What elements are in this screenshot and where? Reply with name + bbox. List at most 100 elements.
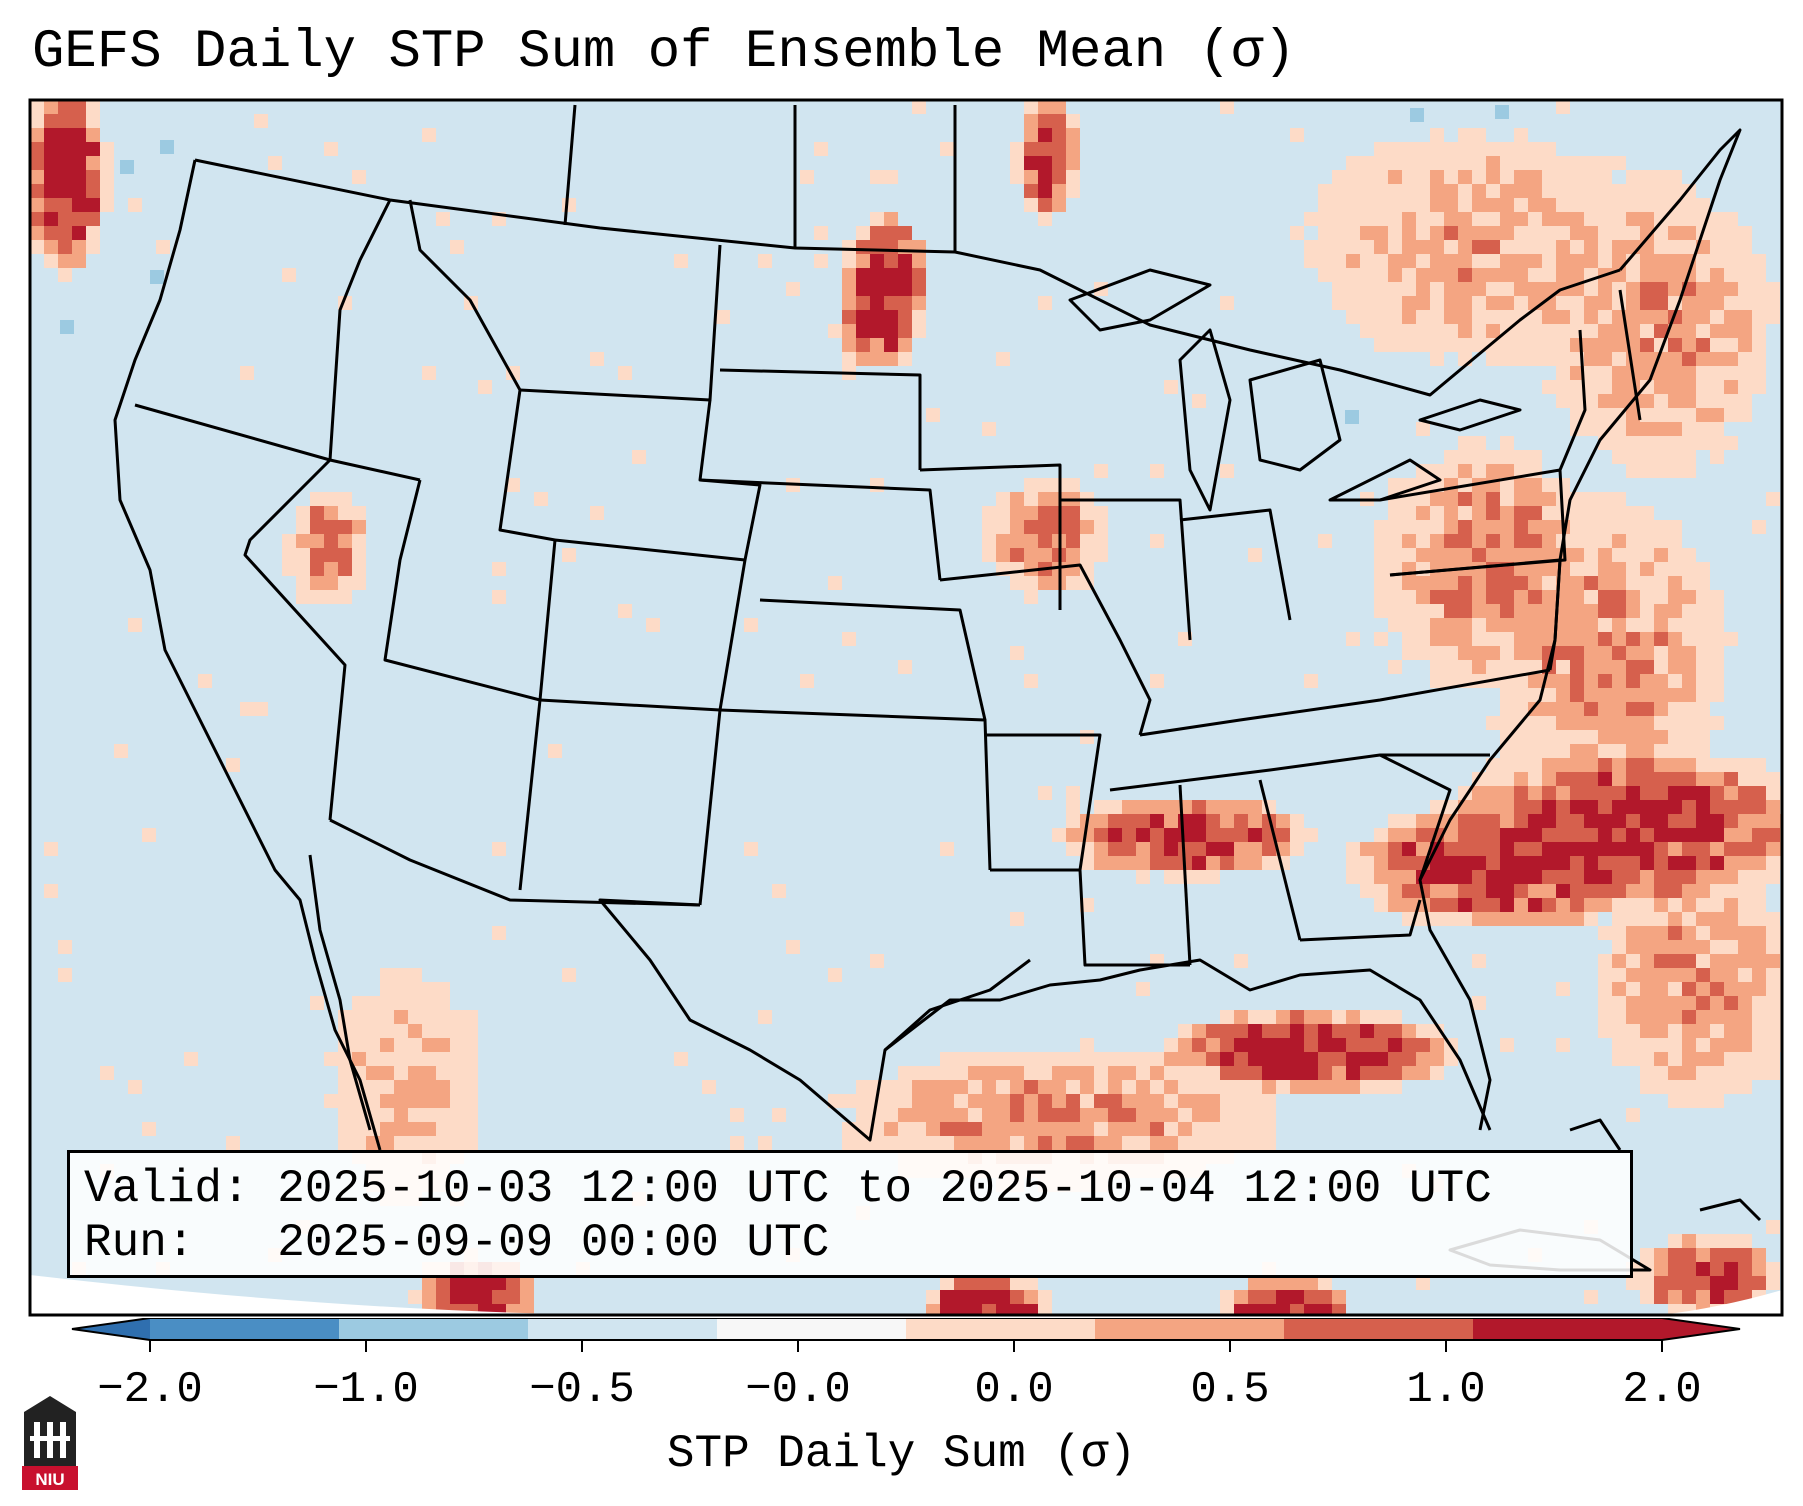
stp-cell <box>870 254 884 268</box>
stp-cell <box>1752 758 1766 772</box>
stp-cell <box>86 240 100 254</box>
stp-cell <box>1248 1276 1262 1290</box>
stp-cell <box>1528 800 1542 814</box>
stp-cell <box>1178 814 1192 828</box>
stp-cell <box>1598 870 1612 884</box>
stp-cell <box>1150 1136 1164 1150</box>
stp-cell <box>1612 926 1626 940</box>
stp-cell <box>926 1304 940 1315</box>
stp-cell <box>1654 380 1668 394</box>
stp-cell <box>1080 730 1094 744</box>
stp-cell <box>450 1108 464 1122</box>
stp-cell <box>1052 170 1066 184</box>
stp-cell <box>1710 282 1724 296</box>
stp-cell <box>1710 856 1724 870</box>
stp-cell <box>1360 856 1374 870</box>
stp-cell <box>1528 604 1542 618</box>
stp-cell <box>1402 898 1416 912</box>
stp-cell <box>1724 926 1738 940</box>
stp-cell <box>254 702 268 716</box>
stp-cell <box>1598 506 1612 520</box>
stp-cell <box>1654 660 1668 674</box>
stp-cell <box>1416 282 1430 296</box>
stp-cell <box>1654 926 1668 940</box>
stp-cell <box>1220 1304 1234 1315</box>
stp-cell <box>492 926 506 940</box>
stp-cell <box>352 562 366 576</box>
stp-cell <box>1556 296 1570 310</box>
stp-cell <box>814 142 828 156</box>
stp-cell <box>1696 590 1710 604</box>
stp-cell <box>1528 590 1542 604</box>
stp-cell <box>1696 1024 1710 1038</box>
stp-cell <box>1584 422 1598 436</box>
stp-cell <box>1500 436 1514 450</box>
stp-cell <box>1584 842 1598 856</box>
stp-cell <box>1066 506 1080 520</box>
great-lakes <box>1248 358 1342 472</box>
stp-cell <box>1486 534 1500 548</box>
stp-cell <box>856 268 870 282</box>
stp-cell <box>1374 590 1388 604</box>
stp-cell <box>478 380 492 394</box>
stp-cell <box>1038 1066 1052 1080</box>
stp-cell <box>1430 198 1444 212</box>
stp-cell <box>1248 1304 1262 1315</box>
stp-cell <box>408 982 422 996</box>
stp-cell <box>898 1122 912 1136</box>
stp-cell <box>1682 674 1696 688</box>
stp-cell <box>1640 590 1654 604</box>
stp-cell <box>926 1066 940 1080</box>
stp-cell <box>1430 156 1444 170</box>
stp-cell <box>1640 464 1654 478</box>
stp-cell <box>1360 1010 1374 1024</box>
stp-cell <box>1654 282 1668 296</box>
stp-cell <box>1472 800 1486 814</box>
stp-cell <box>1710 884 1724 898</box>
stp-cell <box>1010 576 1024 590</box>
stp-cell <box>1416 632 1430 646</box>
stp-cell <box>1094 506 1108 520</box>
stp-cell <box>1024 534 1038 548</box>
stp-cell <box>1486 170 1500 184</box>
stp-cell <box>1514 254 1528 268</box>
stp-cell <box>1556 618 1570 632</box>
stp-cell <box>1738 968 1752 982</box>
stp-cell <box>1374 282 1388 296</box>
stp-cell <box>1682 744 1696 758</box>
stp-cell <box>1752 786 1766 800</box>
stp-cell <box>1570 226 1584 240</box>
stp-cell-negative <box>1345 410 1359 424</box>
stp-cell <box>1500 842 1514 856</box>
stp-cell <box>1010 506 1024 520</box>
stp-cell <box>1486 310 1500 324</box>
stp-cell <box>464 1304 478 1315</box>
stp-cell <box>366 1080 380 1094</box>
stp-cell <box>1234 1136 1248 1150</box>
stp-cell <box>1542 856 1556 870</box>
stp-cell <box>1500 702 1514 716</box>
stp-cell <box>1598 646 1612 660</box>
stp-cell <box>1374 226 1388 240</box>
stp-cell <box>1640 758 1654 772</box>
stp-cell <box>1696 954 1710 968</box>
stp-cell <box>1220 1066 1234 1080</box>
stp-cell <box>982 1108 996 1122</box>
stp-cell <box>1388 184 1402 198</box>
stp-cell <box>1626 576 1640 590</box>
stp-cell <box>86 198 100 212</box>
stp-cell <box>1752 954 1766 968</box>
stp-cell <box>1486 506 1500 520</box>
stp-cell <box>1052 828 1066 842</box>
state-border <box>1109 753 1490 792</box>
stp-cell <box>464 1038 478 1052</box>
stp-cell <box>1556 184 1570 198</box>
stp-cell <box>1598 800 1612 814</box>
state-border <box>1258 779 1302 941</box>
stp-cell <box>1346 212 1360 226</box>
stp-cell <box>72 128 86 142</box>
stp-cell <box>1038 520 1052 534</box>
stp-cell <box>1444 240 1458 254</box>
state-border <box>1299 899 1422 942</box>
stp-cell <box>1528 254 1542 268</box>
